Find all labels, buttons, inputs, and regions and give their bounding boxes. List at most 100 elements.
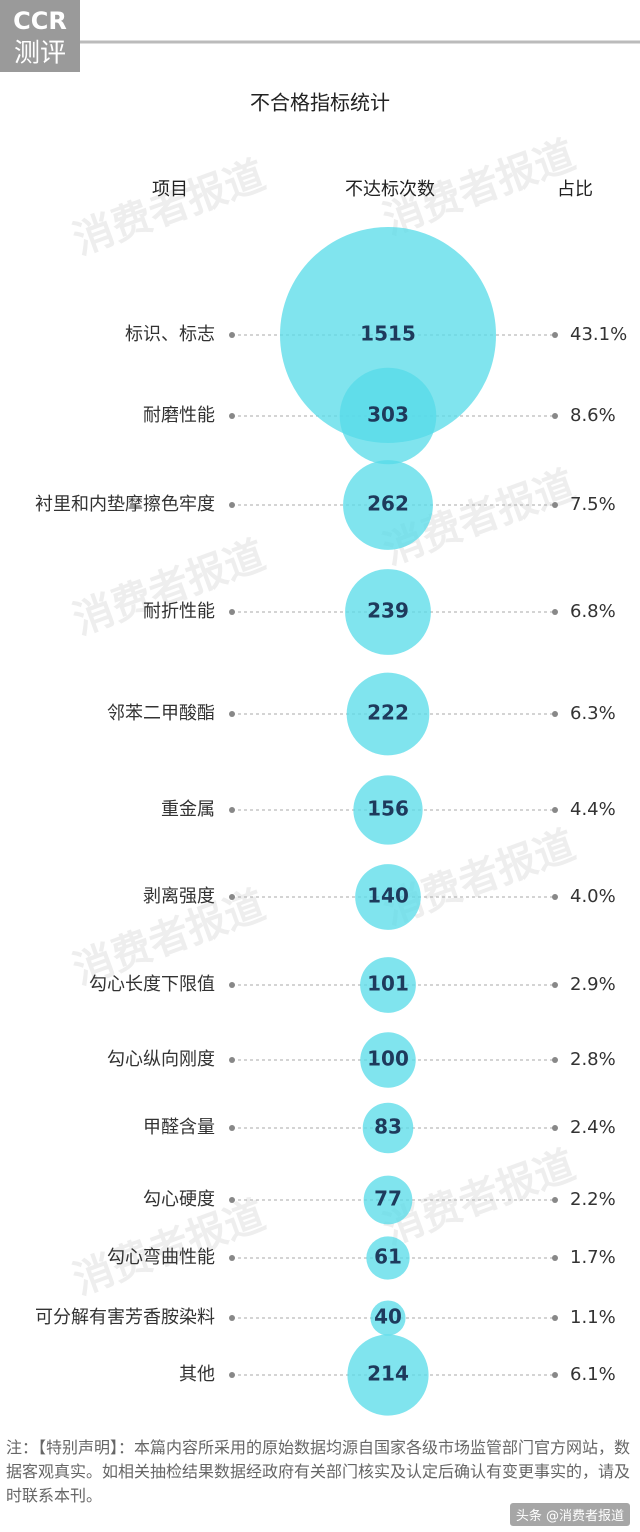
guide-dot — [229, 1372, 235, 1378]
guide-dot — [229, 711, 235, 717]
share-label: 2.4% — [570, 1117, 616, 1138]
share-label: 2.9% — [570, 974, 616, 995]
chart-title: 不合格指标统计 — [250, 91, 390, 115]
guide-dot — [229, 894, 235, 900]
guide-dot — [229, 982, 235, 988]
bubble — [366, 1236, 410, 1280]
share-label: 4.4% — [570, 799, 616, 820]
category-label: 勾心弯曲性能 — [107, 1247, 215, 1268]
share-label: 6.3% — [570, 703, 616, 724]
category-label: 邻苯二甲酸酯 — [107, 703, 215, 724]
category-label: 甲醛含量 — [143, 1117, 215, 1138]
count-label: 101 — [367, 972, 409, 996]
share-dot — [552, 1057, 558, 1063]
count-label: 100 — [367, 1047, 409, 1071]
bubble — [345, 569, 431, 655]
bubble — [339, 367, 437, 465]
column-header: 不达标次数 — [345, 179, 435, 200]
bubbles — [280, 227, 496, 1416]
share-dot — [552, 413, 558, 419]
bubble — [370, 1300, 406, 1336]
bubble — [343, 460, 433, 550]
share-dot — [552, 1315, 558, 1321]
share-dot — [552, 1197, 558, 1203]
guide-dot — [229, 609, 235, 615]
labels: 标识、标志 43.1% 1515 耐磨性能 8.6% 303 衬里和内垫摩擦色牢度 7.5% 2… — [35, 322, 627, 1386]
bubble — [353, 775, 423, 845]
watermark: 消费者报道 — [67, 532, 271, 644]
count-label: 239 — [367, 599, 409, 623]
count-label: 77 — [374, 1187, 402, 1211]
count-label: 222 — [367, 701, 409, 725]
bubble — [363, 1175, 413, 1225]
share-label: 6.1% — [570, 1364, 616, 1385]
credit: 头条 @消费者报道 — [509, 1503, 630, 1526]
category-label: 重金属 — [161, 799, 215, 820]
guide-dot — [229, 1125, 235, 1131]
share-dot — [552, 1125, 558, 1131]
logo-box — [0, 0, 80, 72]
share-label: 8.6% — [570, 405, 616, 426]
count-label: 303 — [367, 403, 409, 427]
count-label: 214 — [367, 1362, 409, 1386]
share-label: 6.8% — [570, 601, 616, 622]
category-label: 标识、标志 — [125, 324, 215, 345]
logo-sub: 测评 — [14, 39, 66, 69]
share-label: 2.2% — [570, 1189, 616, 1210]
bubble — [355, 864, 421, 930]
watermark: 消费者报道 — [67, 152, 271, 264]
count-label: 156 — [367, 797, 409, 821]
guide-dot — [229, 1057, 235, 1063]
bubble — [360, 957, 416, 1013]
footnote: 注：【特别声明】：本篇内容所采用的原始数据均源自国家各级市场监管部门官方网站，数… — [6, 1438, 631, 1505]
category-label: 剥离强度 — [143, 886, 215, 907]
share-label: 4.0% — [570, 886, 616, 907]
guides — [229, 332, 558, 1378]
count-label: 83 — [374, 1115, 402, 1139]
guide-dot — [229, 1315, 235, 1321]
share-dot — [552, 711, 558, 717]
category-label: 衬里和内垫摩擦色牢度 — [35, 494, 215, 515]
category-label: 其他 — [179, 1364, 215, 1385]
category-label: 耐磨性能 — [143, 405, 215, 426]
bubble — [360, 1032, 416, 1088]
category-label: 勾心硬度 — [143, 1189, 215, 1210]
bubble — [280, 227, 496, 443]
share-label: 1.7% — [570, 1247, 616, 1268]
count-label: 40 — [374, 1305, 402, 1329]
share-dot — [552, 332, 558, 338]
logo-brand: CCR — [13, 7, 67, 35]
category-label: 勾心纵向刚度 — [107, 1049, 215, 1070]
guide-dot — [229, 332, 235, 338]
column-header: 项目 — [152, 179, 188, 200]
category-label: 勾心长度下限值 — [89, 974, 215, 995]
share-dot — [552, 1372, 558, 1378]
share-label: 43.1% — [570, 324, 627, 345]
share-dot — [552, 982, 558, 988]
share-dot — [552, 502, 558, 508]
share-label: 1.1% — [570, 1307, 616, 1328]
share-dot — [552, 1255, 558, 1261]
share-dot — [552, 807, 558, 813]
share-dot — [552, 894, 558, 900]
share-label: 7.5% — [570, 494, 616, 515]
guide-dot — [229, 502, 235, 508]
guide-dot — [229, 1255, 235, 1261]
bubble — [362, 1102, 414, 1154]
share-dot — [552, 609, 558, 615]
guide-dot — [229, 413, 235, 419]
count-label: 140 — [367, 884, 409, 908]
bubble — [346, 672, 430, 756]
share-label: 2.8% — [570, 1049, 616, 1070]
count-label: 262 — [367, 492, 409, 516]
guide-dot — [229, 1197, 235, 1203]
guide-dot — [229, 807, 235, 813]
column-header: 占比 — [557, 179, 593, 200]
category-label: 耐折性能 — [143, 601, 215, 622]
bubble — [347, 1334, 429, 1416]
count-label: 61 — [374, 1245, 402, 1269]
category-label: 可分解有害芳香胺染料 — [35, 1307, 215, 1328]
count-label: 1515 — [360, 322, 416, 346]
